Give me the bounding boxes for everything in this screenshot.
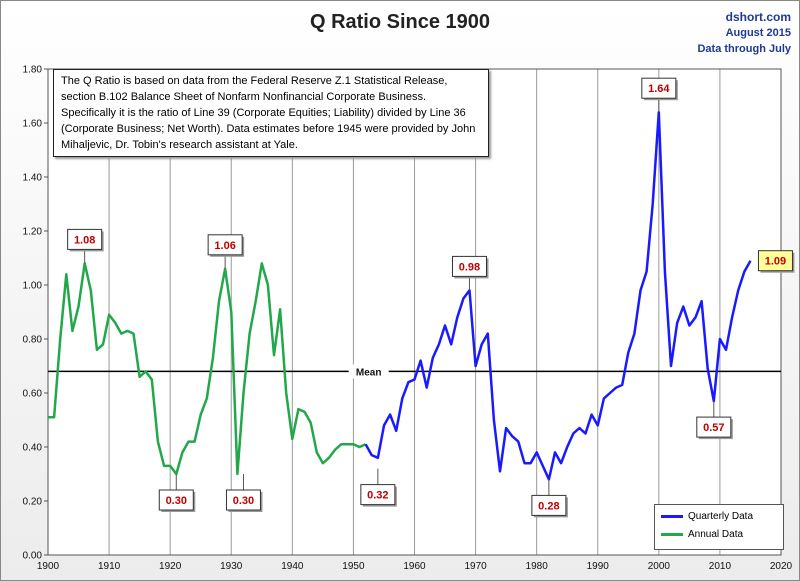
y-tick-label: 1.20 xyxy=(23,227,43,238)
callout-box xyxy=(641,77,677,99)
x-tick-label: 2000 xyxy=(648,561,671,572)
callout-label: 0.28 xyxy=(538,500,559,512)
source-through: Data through July xyxy=(697,43,791,55)
x-tick-label: 1940 xyxy=(281,561,304,572)
callout-label: 0.30 xyxy=(233,495,254,507)
source-info: dshort.com August 2015 Data through July xyxy=(697,9,791,57)
y-tick-label: 0.00 xyxy=(23,551,43,562)
callout-box xyxy=(158,489,194,511)
callout-label: 0.30 xyxy=(166,495,187,507)
callout-box xyxy=(67,228,103,250)
x-tick-label: 2010 xyxy=(709,561,732,572)
legend-item-quarterly: Quarterly Data xyxy=(661,511,753,522)
y-tick-label: 0.20 xyxy=(23,497,43,508)
y-tick-label: 1.00 xyxy=(23,281,43,292)
x-tick-label: 1960 xyxy=(403,561,426,572)
callout-label: 1.09 xyxy=(765,256,786,268)
mean-label-bg xyxy=(348,364,389,379)
x-tick-label: 1900 xyxy=(37,561,60,572)
y-tick-label: 0.60 xyxy=(23,389,43,400)
y-tick-label: 1.40 xyxy=(23,173,43,184)
callout-label: 1.64 xyxy=(648,83,670,95)
callout-box xyxy=(757,250,793,272)
legend-item-annual: Annual Data xyxy=(661,529,743,540)
x-tick-label: 1930 xyxy=(220,561,243,572)
x-tick-label: 1950 xyxy=(342,561,365,572)
chart-legend: Quarterly Data Annual Data xyxy=(654,504,784,550)
y-tick-label: 0.40 xyxy=(23,443,43,454)
legend-label-annual: Annual Data xyxy=(688,529,744,540)
source-date: August 2015 xyxy=(725,27,791,39)
legend-label-quarterly: Quarterly Data xyxy=(688,511,754,522)
callout-box xyxy=(360,484,396,506)
source-site: dshort.com xyxy=(725,10,791,24)
x-tick-label: 1970 xyxy=(464,561,487,572)
callout-box xyxy=(451,255,487,277)
x-tick-label: 1990 xyxy=(587,561,610,572)
chart-title: Q Ratio Since 1900 xyxy=(309,11,491,33)
legend-swatch-quarterly xyxy=(661,515,683,518)
x-tick-label: 2020 xyxy=(770,561,793,572)
callout-label: 1.06 xyxy=(214,240,235,252)
callout-label: 0.57 xyxy=(703,422,724,434)
x-tick-label: 1920 xyxy=(159,561,182,572)
x-tick-label: 1980 xyxy=(526,561,549,572)
legend-swatch-annual xyxy=(661,533,683,536)
methodology-note: The Q Ratio is based on data from the Fe… xyxy=(53,69,489,157)
callout-box xyxy=(225,489,261,511)
y-tick-label: 1.80 xyxy=(23,65,43,76)
callout-box xyxy=(531,494,567,516)
callout-label: 1.08 xyxy=(74,234,95,246)
callout-label: 0.98 xyxy=(459,261,480,273)
x-tick-label: 1910 xyxy=(98,561,121,572)
callout-box xyxy=(207,234,243,256)
quarterly-series-line xyxy=(364,110,752,481)
mean-label: Mean xyxy=(356,367,382,378)
callout-label: 0.32 xyxy=(367,490,388,502)
y-tick-label: 1.60 xyxy=(23,119,43,130)
annual-series-line xyxy=(48,262,367,476)
callout-box xyxy=(696,416,732,438)
y-tick-label: 0.80 xyxy=(23,335,43,346)
